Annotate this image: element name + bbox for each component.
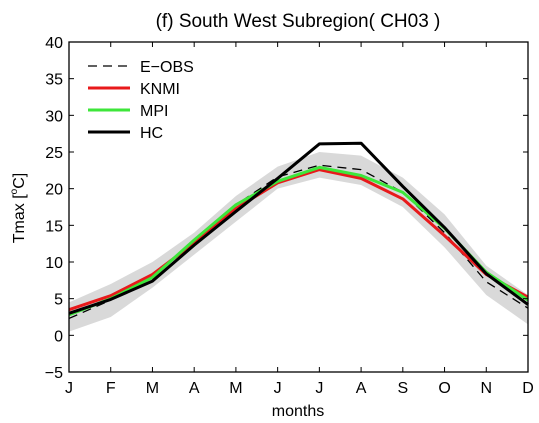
legend-label-2: MPI	[140, 103, 168, 120]
x-tick-label: O	[438, 380, 450, 397]
x-tick-label: D	[522, 380, 534, 397]
plot-area: −5 0 5 10 15 20 25 30 35 40 J F M A M J J A S O N D	[45, 35, 534, 397]
y-tick-label: 35	[45, 72, 63, 89]
plot-frame	[68, 41, 529, 373]
y-axis-label-sup: o	[9, 188, 20, 194]
y-tick-label: 5	[54, 292, 63, 309]
chart-title: (f) South West Subregion( CH03 )	[156, 11, 441, 32]
x-tick-label: J	[274, 380, 282, 397]
y-tick-label: 25	[45, 145, 63, 162]
y-tick-label: 20	[45, 182, 63, 199]
y-axis-label: Tmax [oC]	[9, 173, 28, 243]
y-tick-label: −5	[45, 365, 63, 382]
y-axis-label-main: Tmax [	[11, 194, 28, 243]
x-tick-label: J	[65, 380, 73, 397]
legend-label-0: E−OBS	[140, 59, 194, 76]
x-tick-label: M	[146, 380, 159, 397]
y-tick-label: 30	[45, 108, 63, 125]
y-tick-label: 40	[45, 35, 63, 52]
x-tick-label: M	[229, 380, 242, 397]
x-tick-label: S	[397, 380, 408, 397]
series-line-1	[68, 168, 529, 312]
x-tick-label: F	[106, 380, 116, 397]
legend: E−OBS KNMI MPI HC	[88, 59, 194, 142]
x-tick-label: A	[189, 380, 200, 397]
y-tick-label: 15	[45, 218, 63, 235]
x-tick-label: J	[315, 380, 323, 397]
y-axis-label-tail: C]	[11, 173, 28, 189]
y-tick-label: 10	[45, 255, 63, 272]
x-tick-label: N	[480, 380, 492, 397]
series-line-3	[68, 141, 529, 315]
x-axis-label: months	[272, 403, 324, 420]
legend-label-3: HC	[140, 125, 163, 142]
legend-label-1: KNMI	[140, 81, 180, 98]
x-tick-label: A	[356, 380, 367, 397]
y-tick-label: 0	[54, 328, 63, 345]
